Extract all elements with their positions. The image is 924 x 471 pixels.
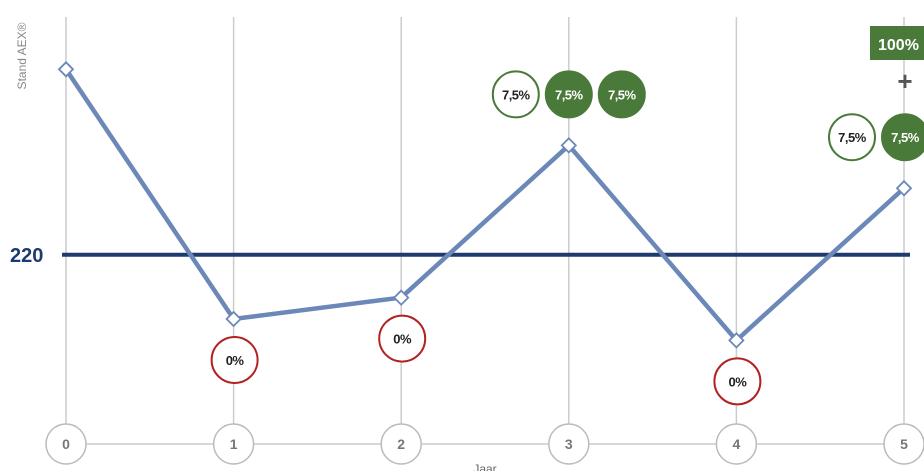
grid-layer: 0 1 2 3 4 5 [45,17,924,465]
coupon-loss-badge [713,357,762,406]
coupon-loss-badge [210,335,259,384]
x-tick-circle [883,423,924,465]
x-tick-label: 3 [565,436,573,452]
coupon-label: 0% [729,374,748,389]
series-layer [57,61,913,349]
x-tick-label: 5 [900,436,908,452]
x-tick-label: 0 [62,436,70,452]
coupon-label: 7,5% [555,87,584,102]
data-point-marker [728,332,745,349]
coupon-label: 7,5% [608,87,637,102]
x-axis-label: Jaar [473,462,496,471]
data-point-marker [895,179,913,197]
data-point-marker [392,289,410,306]
coupon-gain-badge [491,70,540,119]
coupon-label: 7,5% [502,87,531,102]
x-tick-circle [715,423,758,465]
coupon-label: 0% [393,332,412,347]
coupon-gain-badge-filled [544,70,593,119]
x-tick-circle [548,423,590,465]
coupon-label: 0% [226,353,245,368]
coupon-gain-badge [828,113,876,162]
series-line [64,68,906,344]
coupon-gain-badge-filled [597,70,646,119]
x-tick-circle [45,423,87,465]
plus-sign: + [897,66,912,96]
x-tick-circle [380,423,422,465]
x-tick-label: 1 [230,436,238,452]
annotation-layer: 0% 0% 7,5% 7,5% 7,5% 0% 7,5% 7,5% 100% + [210,26,924,406]
data-point-marker [225,310,242,328]
data-point-marker [57,61,75,78]
x-tick-circle [212,423,255,465]
reference-line-group: 220 [10,245,910,267]
x-tick-label: 2 [397,436,405,452]
coupon-label: 7,5% [891,130,920,145]
final-payout-box [870,26,924,60]
final-payout-label: 100% [878,37,919,54]
coupon-label: 7,5% [838,130,867,145]
y-axis-label: Stand AEX® [15,22,29,89]
coupon-gain-badge-filled [881,113,924,162]
x-tick-label: 4 [733,436,741,452]
coupon-loss-badge [378,314,427,363]
data-point-marker [560,137,578,154]
reference-line-label: 220 [10,245,43,267]
